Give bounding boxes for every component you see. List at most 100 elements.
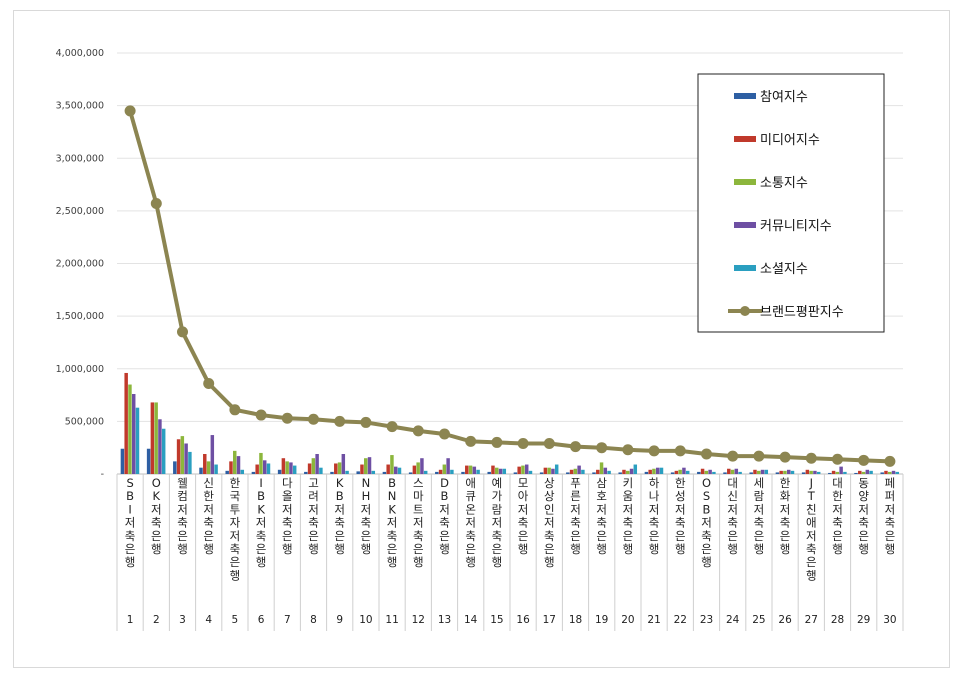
legend-label: 소셜지수	[760, 262, 808, 277]
line-point	[491, 436, 503, 448]
rank-label: 8	[310, 614, 317, 626]
bar	[420, 458, 424, 474]
line-point	[779, 451, 791, 463]
legend-swatch	[734, 265, 756, 271]
bar	[502, 468, 507, 474]
bar	[801, 472, 806, 474]
bar	[599, 462, 604, 474]
legend-box	[697, 73, 885, 333]
bar	[888, 471, 892, 474]
bar	[255, 464, 259, 474]
rank-label: 20	[621, 614, 634, 626]
bar	[670, 472, 675, 474]
bar	[858, 470, 862, 474]
bar	[360, 464, 364, 474]
bar	[813, 470, 817, 474]
rank-label: 7	[284, 614, 291, 626]
bar	[446, 458, 450, 474]
bar	[495, 467, 499, 474]
line-point	[701, 448, 712, 460]
bar	[124, 372, 128, 474]
line-point	[308, 413, 319, 425]
rank-label: 30	[883, 614, 896, 626]
rank-label: 4	[205, 614, 212, 626]
bar	[805, 469, 810, 474]
rank-label: 2	[153, 614, 160, 626]
bar	[225, 470, 229, 474]
rank-label: 22	[674, 614, 687, 626]
bar	[146, 448, 151, 474]
rank-label: 5	[232, 614, 239, 626]
bar	[764, 469, 769, 474]
line-point	[465, 435, 477, 447]
bar	[524, 464, 529, 474]
y-tick-label: 500,000	[65, 416, 104, 427]
bar	[277, 469, 282, 474]
bar	[566, 472, 570, 474]
line-point	[334, 415, 346, 427]
bar	[176, 439, 181, 474]
bar	[262, 460, 267, 474]
y-tick-label: 2,500,000	[56, 206, 104, 217]
bar	[753, 469, 757, 474]
bar	[712, 471, 716, 474]
bar	[131, 394, 136, 474]
chart-canvas: - 500,000 1,000,000 1,500,000 2,000,000 2,500…	[56, 48, 904, 631]
bar	[330, 471, 334, 474]
bar	[854, 472, 858, 474]
rank-label: 23	[700, 614, 713, 626]
bar	[644, 471, 649, 474]
bar	[408, 472, 413, 474]
bar	[757, 470, 761, 474]
bar	[884, 470, 888, 474]
rank-label: 9	[336, 614, 343, 626]
bar	[285, 461, 289, 474]
bar	[554, 464, 559, 474]
bar	[539, 472, 544, 474]
bar	[861, 471, 866, 474]
bar	[397, 467, 402, 474]
bar	[865, 469, 870, 474]
bar	[592, 472, 596, 474]
bar	[210, 435, 215, 474]
bar	[697, 471, 701, 474]
bar	[334, 463, 338, 474]
bar	[835, 471, 840, 474]
bar	[386, 464, 390, 474]
bar	[206, 461, 211, 474]
bar	[251, 471, 256, 474]
bar	[895, 471, 900, 474]
bar	[749, 472, 753, 474]
legend-label: 커뮤니티지수	[760, 219, 832, 234]
legend-marker	[740, 306, 750, 316]
y-tick-label: 1,500,000	[56, 311, 104, 322]
bar	[734, 468, 739, 474]
bar	[786, 469, 791, 474]
bar	[633, 464, 638, 474]
rank-label: 27	[805, 614, 818, 626]
bar	[513, 472, 518, 474]
rank-label: 18	[569, 614, 582, 626]
legend-swatch	[734, 136, 756, 142]
bar	[581, 469, 585, 474]
bar	[315, 454, 319, 474]
rank-label: 24	[726, 614, 740, 626]
bar	[700, 468, 705, 474]
bar	[154, 402, 158, 474]
bar	[498, 468, 503, 474]
bar	[596, 469, 600, 474]
bar	[442, 464, 447, 474]
